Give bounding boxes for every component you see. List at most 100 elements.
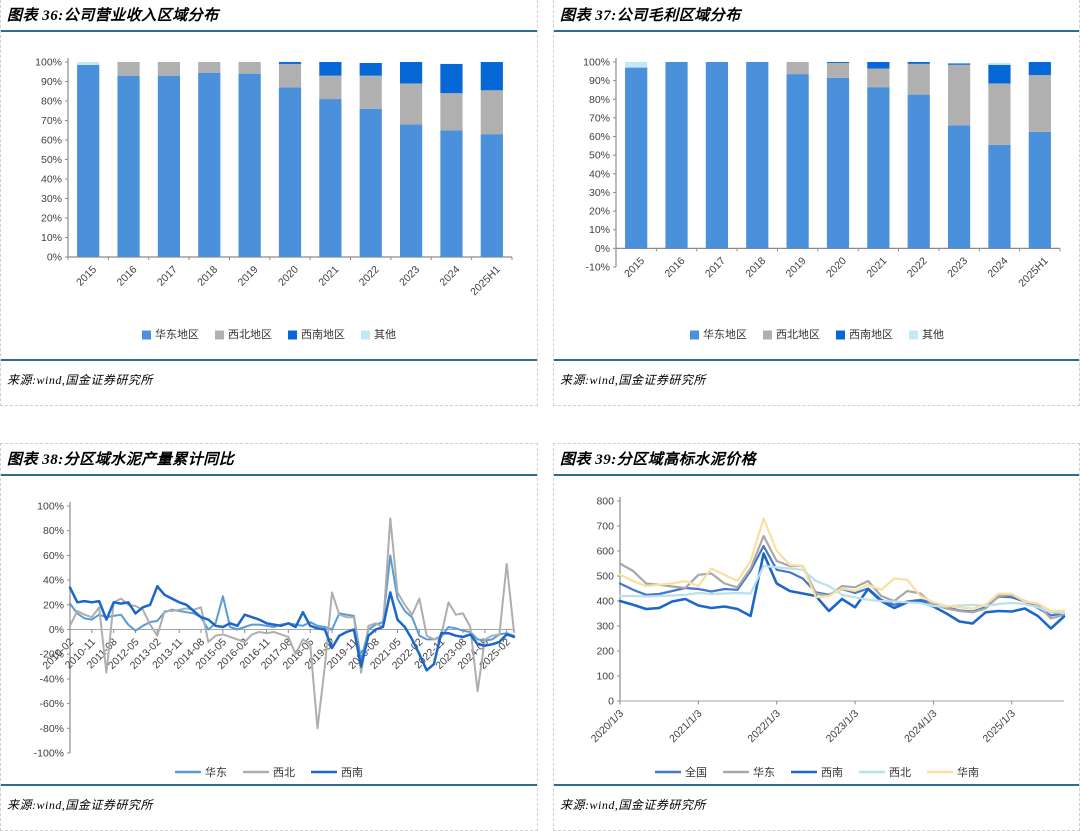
svg-text:40%: 40% (41, 174, 62, 186)
cement-price-line-chart: 0 100 200 300 400 500 600 700 800 2020/1/3 2021/1/… (588, 496, 1065, 779)
svg-text:40%: 40% (43, 575, 64, 587)
svg-text:2023: 2023 (945, 255, 970, 280)
cement-output-yoy-line-chart: -100%-80%-60%-40%-20%0%20%40%60%80%100%2… (34, 501, 516, 779)
svg-text:90%: 90% (588, 75, 609, 87)
figure-38-title: 图表 38:分区域水泥产量累计同比 (7, 452, 235, 468)
svg-text:2017: 2017 (702, 255, 727, 280)
svg-text:80%: 80% (41, 96, 62, 108)
svg-text:华东地区: 华东地区 (155, 327, 199, 341)
svg-text:-40%: -40% (39, 673, 64, 685)
svg-text:0%: 0% (594, 243, 609, 255)
svg-text:800: 800 (596, 496, 614, 508)
svg-text:500: 500 (596, 571, 614, 583)
svg-text:700: 700 (596, 521, 614, 533)
figure-panel-37: 图表 37:公司毛利区域分布 -10% 0% 10% 20% 30% 40% 50% 60% 7… (553, 0, 1080, 406)
svg-text:60%: 60% (43, 550, 64, 562)
figure-36-title: 图表 36:公司营业收入区域分布 (7, 8, 219, 24)
figure-panel-36: 图表 36:公司营业收入区域分布 0% 10% 20% 30% 40% 50% 60% 70%… (0, 0, 538, 406)
svg-text:2022/1/3: 2022/1/3 (745, 708, 782, 745)
svg-text:2025H1: 2025H1 (1016, 255, 1051, 290)
svg-text:60%: 60% (41, 135, 62, 147)
title-divider (554, 30, 1079, 32)
svg-text:20%: 20% (43, 599, 64, 611)
svg-text:2021: 2021 (864, 255, 889, 280)
figure-37-title: 图表 37:公司毛利区域分布 (560, 8, 741, 24)
svg-text:50%: 50% (588, 150, 609, 162)
svg-text:2023/1/3: 2023/1/3 (823, 708, 860, 745)
svg-text:2016: 2016 (662, 255, 687, 280)
title-divider (554, 474, 1079, 476)
svg-text:西北地区: 西北地区 (776, 328, 820, 341)
svg-text:70%: 70% (588, 112, 609, 124)
svg-text:80%: 80% (43, 525, 64, 537)
svg-text:-20%: -20% (39, 649, 64, 661)
gross-profit-region-stacked-bar-chart: -10% 0% 10% 20% 30% 40% 50% 60% 70% 80% 90% 100% 201… (583, 57, 1060, 341)
svg-text:2020: 2020 (276, 264, 301, 289)
svg-text:80%: 80% (588, 94, 609, 106)
svg-text:0%: 0% (47, 252, 62, 264)
svg-text:华南: 华南 (957, 765, 979, 779)
svg-text:2016: 2016 (115, 264, 140, 289)
svg-text:200: 200 (596, 646, 614, 658)
svg-text:2019: 2019 (236, 264, 261, 289)
svg-text:100%: 100% (37, 501, 64, 513)
svg-text:600: 600 (596, 546, 614, 558)
source-divider (1, 359, 537, 361)
svg-text:2025H1: 2025H1 (468, 264, 503, 299)
figure-36-source: 来源:wind,国金证券研究所 (7, 373, 153, 387)
cement-output-yoy-chart-area: -100% -80% -60% -40% -20% 0% 20% 40% 60% 80% 100% 2… (1, 476, 537, 784)
svg-text:30%: 30% (588, 187, 609, 199)
svg-text:其他: 其他 (922, 328, 944, 341)
svg-text:2020: 2020 (823, 255, 848, 280)
svg-text:2018: 2018 (743, 255, 768, 280)
svg-text:50%: 50% (41, 154, 62, 166)
svg-text:2025/1/3: 2025/1/3 (980, 708, 1017, 745)
svg-text:20%: 20% (588, 206, 609, 218)
svg-text:90%: 90% (41, 76, 62, 88)
svg-text:西南: 西南 (341, 766, 363, 779)
title-divider (1, 30, 537, 32)
svg-text:100%: 100% (583, 57, 610, 69)
svg-text:70%: 70% (41, 115, 62, 127)
svg-text:2021: 2021 (316, 264, 341, 289)
svg-text:西南: 西南 (821, 766, 843, 779)
svg-text:华东: 华东 (753, 765, 775, 779)
svg-text:其他: 其他 (374, 328, 396, 341)
svg-text:2024: 2024 (437, 264, 462, 289)
svg-text:华东: 华东 (205, 765, 227, 779)
svg-text:西南地区: 西南地区 (301, 328, 345, 341)
svg-text:0%: 0% (49, 624, 64, 636)
svg-text:2015: 2015 (622, 255, 647, 280)
svg-text:2024: 2024 (985, 255, 1010, 280)
svg-text:华东地区: 华东地区 (703, 327, 747, 341)
svg-text:2021/1/3: 2021/1/3 (667, 708, 704, 745)
svg-text:全国: 全国 (685, 765, 707, 779)
figure-39-source: 来源:wind,国金证券研究所 (560, 798, 706, 812)
svg-text:2024/1/3: 2024/1/3 (902, 708, 939, 745)
svg-text:100: 100 (596, 671, 614, 683)
svg-text:20%: 20% (41, 213, 62, 225)
svg-text:西南地区: 西南地区 (849, 328, 893, 341)
svg-text:2017: 2017 (155, 264, 180, 289)
svg-text:60%: 60% (588, 131, 609, 143)
source-divider (1, 784, 537, 786)
cement-price-chart-area: 0 100 200 300 400 500 600 700 800 2020/1/3 2021/1/… (554, 476, 1079, 784)
source-divider (554, 784, 1079, 786)
svg-text:-60%: -60% (39, 698, 64, 710)
svg-text:400: 400 (596, 596, 614, 608)
svg-text:2020/1/3: 2020/1/3 (588, 708, 625, 745)
figure-panel-39: 图表 39:分区域高标水泥价格 0 100 200 300 400 500 600 700 80… (553, 443, 1080, 831)
svg-text:西北地区: 西北地区 (228, 328, 272, 341)
svg-text:2015: 2015 (74, 264, 99, 289)
svg-text:2022: 2022 (904, 255, 929, 280)
svg-text:2023: 2023 (397, 264, 422, 289)
revenue-region-stacked-bar-chart: 0% 10% 20% 30% 40% 50% 60% 70% 80% 90% 100% 2015 201… (35, 57, 513, 341)
svg-text:30%: 30% (41, 193, 62, 205)
svg-text:西北: 西北 (889, 766, 911, 779)
svg-text:100%: 100% (35, 57, 62, 69)
svg-text:2018: 2018 (195, 264, 220, 289)
svg-text:-100%: -100% (34, 748, 64, 760)
svg-text:2019: 2019 (783, 255, 808, 280)
svg-text:-80%: -80% (39, 723, 64, 735)
